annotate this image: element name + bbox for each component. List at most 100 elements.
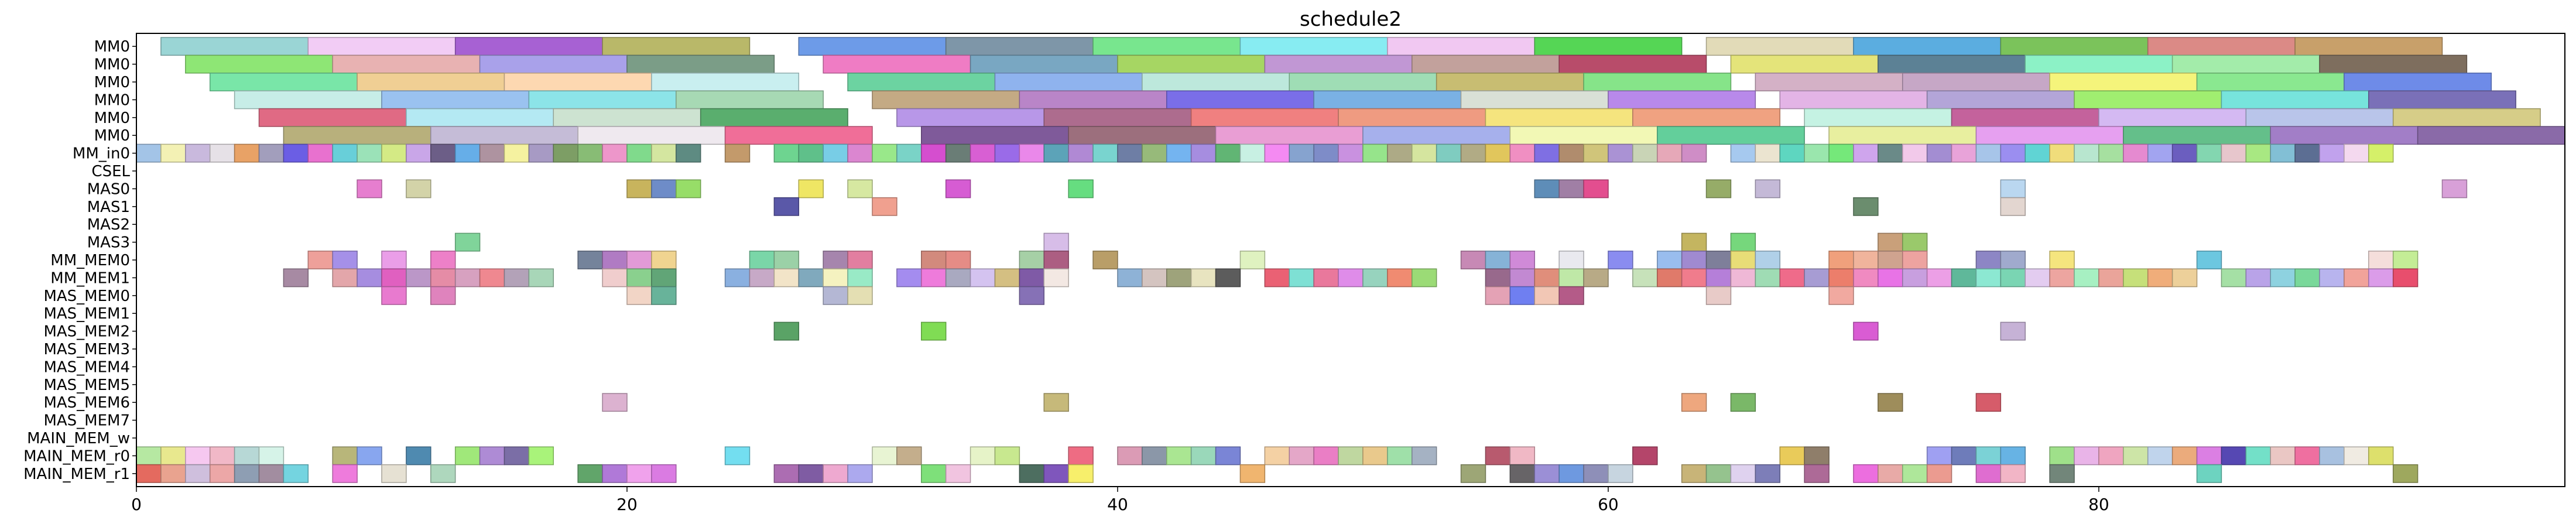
task-bar — [896, 268, 922, 288]
task-bar — [430, 126, 578, 145]
task-bar — [1951, 108, 2099, 127]
task-bar — [234, 464, 260, 483]
task-bar — [847, 73, 996, 91]
row-label: MM0 — [94, 74, 130, 91]
task-bar — [283, 464, 309, 483]
task-bar — [2049, 446, 2075, 466]
task-bar — [1264, 268, 1290, 288]
task-bar — [1289, 73, 1437, 91]
task-bar — [332, 143, 358, 163]
task-bar — [234, 446, 260, 466]
task-bar — [626, 54, 775, 74]
task-bar — [1166, 143, 1192, 163]
row-label: MAS_MEM7 — [43, 412, 130, 430]
task-bar — [1828, 268, 1854, 288]
task-bar — [921, 251, 947, 269]
task-bar — [896, 143, 922, 163]
task-bar — [1951, 446, 1977, 466]
task-bar — [945, 268, 971, 288]
task-bar — [847, 179, 873, 199]
task-bar — [2025, 143, 2050, 163]
task-bar — [209, 446, 235, 466]
row-label: MM_MEM1 — [50, 269, 130, 287]
task-bar — [1142, 446, 1167, 466]
task-bar — [283, 268, 309, 288]
task-bar — [1534, 464, 1560, 483]
row-label: MM_in0 — [73, 145, 130, 163]
task-bar — [258, 464, 285, 483]
task-bar — [2368, 446, 2394, 466]
task-bar — [1215, 268, 1241, 288]
task-bar — [430, 268, 456, 288]
task-bar — [160, 143, 186, 163]
task-bar — [454, 446, 481, 466]
task-bar — [2123, 126, 2271, 145]
task-bar — [1387, 268, 1413, 288]
task-bar — [1902, 464, 1928, 483]
task-bar — [1878, 54, 2026, 74]
task-bar — [2221, 268, 2247, 288]
row-label: MAS_MEM5 — [43, 377, 130, 394]
task-bar — [332, 251, 358, 269]
task-bar — [1411, 268, 1437, 288]
task-bar — [1411, 54, 1560, 74]
row-label: MM0 — [94, 38, 130, 56]
task-bar — [381, 464, 407, 483]
task-bar — [1755, 464, 1780, 483]
task-bar — [454, 37, 603, 56]
task-bar — [357, 179, 382, 199]
task-bar — [1853, 268, 1879, 288]
task-bar — [1705, 268, 1732, 288]
task-bar — [479, 54, 628, 74]
task-bar — [626, 268, 652, 288]
task-bar — [994, 446, 1020, 466]
task-bar — [1509, 251, 1535, 269]
task-bar — [1019, 251, 1045, 269]
task-bar — [1828, 126, 1977, 145]
task-bar — [2196, 73, 2345, 91]
task-bar — [1681, 393, 1707, 412]
task-bar — [1166, 268, 1192, 288]
task-bar — [553, 143, 578, 163]
task-bar — [1975, 251, 2002, 269]
task-bar — [1264, 143, 1290, 163]
task-bar — [773, 251, 800, 269]
task-bar — [2074, 446, 2099, 466]
task-bar — [1828, 286, 1854, 305]
row-label: MM0 — [94, 91, 130, 109]
task-bar — [1878, 464, 1903, 483]
task-bar — [1485, 143, 1511, 163]
task-bar — [1878, 393, 1903, 412]
task-bar — [2049, 73, 2198, 91]
task-bar — [454, 143, 481, 163]
task-bar — [1558, 54, 1707, 74]
task-bar — [1608, 251, 1633, 269]
task-bar — [1068, 126, 1217, 145]
task-bar — [1705, 37, 1854, 56]
row-label: MAIN_MEM_w — [27, 430, 130, 447]
task-bar — [209, 464, 235, 483]
task-bar — [332, 464, 358, 483]
task-bar — [1092, 251, 1118, 269]
task-bar — [2098, 143, 2124, 163]
task-bar — [1878, 268, 1903, 288]
task-bar — [160, 37, 309, 56]
task-bar — [1853, 37, 2002, 56]
task-bar — [1779, 90, 1928, 109]
task-bar — [1142, 268, 1167, 288]
task-bar — [1387, 446, 1413, 466]
row-label: MAS_MEM1 — [43, 305, 130, 323]
task-bar — [1534, 37, 1683, 56]
task-bar — [921, 143, 947, 163]
task-bar — [1509, 268, 1535, 288]
task-bar — [357, 73, 505, 91]
task-bar — [602, 37, 751, 56]
task-bar — [847, 464, 873, 483]
task-bar — [847, 251, 873, 269]
task-bar — [209, 73, 358, 91]
task-bar — [283, 143, 309, 163]
task-bar — [749, 268, 775, 288]
task-bar — [1019, 143, 1045, 163]
task-bar — [2171, 446, 2198, 466]
task-bar — [2147, 446, 2173, 466]
